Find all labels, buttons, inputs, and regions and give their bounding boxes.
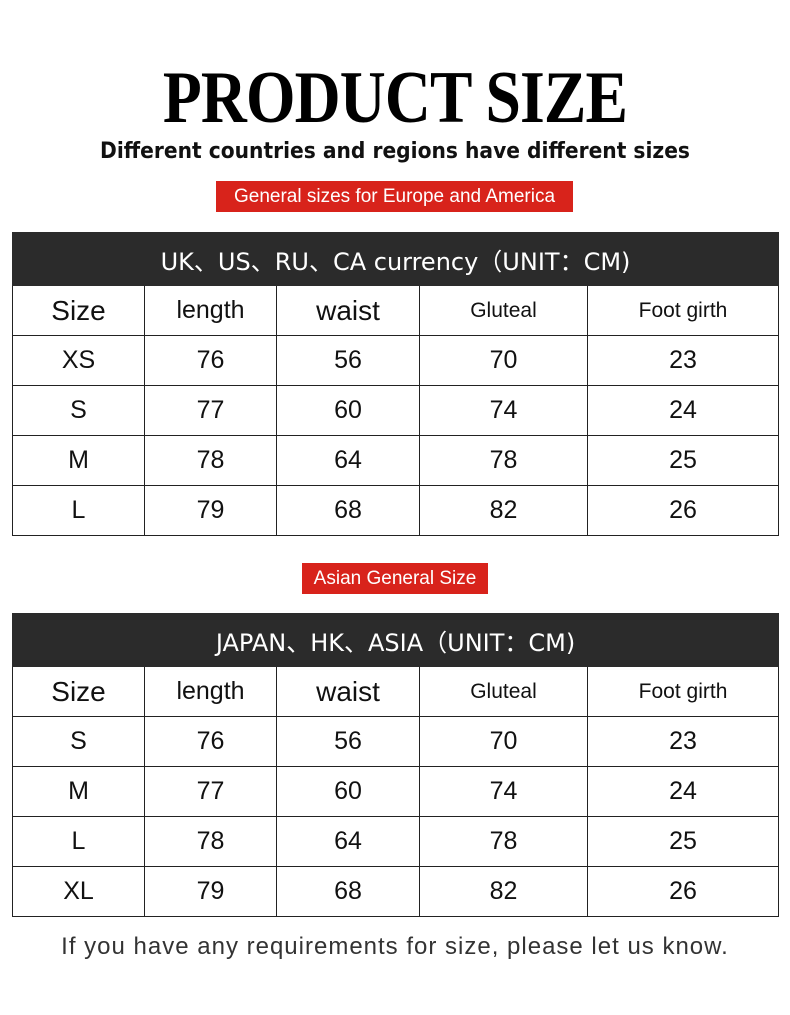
table-title: UK、US、RU、CA currency（UNIT：CM) — [12, 232, 779, 286]
page-title: PRODUCT SIZE — [162, 57, 628, 139]
size-table-asia: JAPAN、HK、ASIA（UNIT：CM) Size length waist Gl… — [11, 613, 780, 917]
column-header: Gluteal — [419, 285, 588, 336]
column-header-row: Size length waist Gluteal Foot girth — [12, 666, 780, 717]
table-cell: 82 — [419, 866, 588, 917]
table-cell: L — [12, 816, 145, 867]
table-row: L 79 68 82 26 — [12, 485, 779, 536]
column-header: waist — [276, 666, 420, 717]
table-cell: 77 — [144, 766, 277, 817]
size-table-europe-america: UK、US、RU、CA currency（UNIT：CM) Size length… — [12, 232, 779, 536]
table-cell: 26 — [587, 485, 779, 536]
table-cell: 76 — [144, 716, 277, 767]
table-cell: 70 — [419, 335, 588, 386]
table-cell: 79 — [144, 866, 277, 917]
column-header: waist — [276, 285, 420, 336]
column-header: Size — [12, 285, 145, 336]
table-cell: 82 — [419, 485, 588, 536]
table-cell: 68 — [276, 866, 420, 917]
table-row: XL 79 68 82 26 — [12, 866, 780, 917]
table-cell: 78 — [144, 816, 277, 867]
table-cell: 56 — [276, 716, 420, 767]
footer-note: If you have any requirements for size, p… — [61, 933, 729, 960]
table-cell: 74 — [419, 385, 588, 436]
table-cell: 68 — [276, 485, 420, 536]
column-header: Gluteal — [419, 666, 588, 717]
table-row: L 78 64 78 25 — [12, 816, 780, 867]
table-cell: 25 — [586, 816, 780, 867]
table-row: S 77 60 74 24 — [12, 385, 779, 436]
table-cell: M — [12, 435, 145, 486]
table-cell: 74 — [419, 766, 588, 817]
table-cell: 77 — [144, 385, 277, 436]
table-cell: 78 — [419, 816, 588, 867]
table-row: M 78 64 78 25 — [12, 435, 779, 486]
table-title: JAPAN、HK、ASIA（UNIT：CM) — [11, 613, 780, 667]
table-cell: 60 — [276, 766, 420, 817]
table-cell: S — [12, 385, 145, 436]
table-row: M 77 60 74 24 — [12, 766, 780, 817]
subtitle: Different countries and regions have dif… — [100, 139, 690, 164]
table-cell: 76 — [144, 335, 277, 386]
column-header: length — [144, 285, 277, 336]
table-cell: 60 — [276, 385, 420, 436]
asian-badge: Asian General Size — [302, 563, 488, 594]
table-cell: 23 — [587, 335, 779, 386]
table-cell: 25 — [587, 435, 779, 486]
europe-america-badge: General sizes for Europe and America — [216, 181, 573, 212]
table-cell: S — [12, 716, 145, 767]
table-cell: M — [12, 766, 145, 817]
table-cell: 26 — [586, 866, 780, 917]
table-cell: 56 — [276, 335, 420, 386]
table-cell: L — [12, 485, 145, 536]
table-cell: XS — [12, 335, 145, 386]
table-cell: 79 — [144, 485, 277, 536]
table-cell: 64 — [276, 816, 420, 867]
table-cell: 23 — [586, 716, 780, 767]
table-cell: 24 — [586, 766, 780, 817]
table-cell: XL — [12, 866, 145, 917]
column-header: length — [144, 666, 277, 717]
table-cell: 78 — [419, 435, 588, 486]
table-cell: 24 — [587, 385, 779, 436]
table-cell: 78 — [144, 435, 277, 486]
table-cell: 70 — [419, 716, 588, 767]
column-header: Size — [12, 666, 145, 717]
column-header-row: Size length waist Gluteal Foot girth — [12, 285, 779, 336]
table-row: S 76 56 70 23 — [12, 716, 780, 767]
column-header: Foot girth — [586, 666, 780, 717]
column-header: Foot girth — [587, 285, 779, 336]
table-row: XS 76 56 70 23 — [12, 335, 779, 386]
table-cell: 64 — [276, 435, 420, 486]
